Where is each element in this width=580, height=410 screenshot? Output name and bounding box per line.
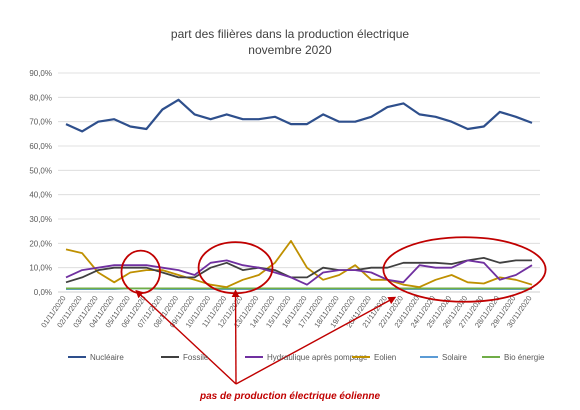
- y-tick-label: 10,0%: [29, 264, 52, 273]
- y-tick-label: 20,0%: [29, 239, 52, 248]
- y-tick-label: 30,0%: [29, 215, 52, 224]
- y-tick-label: 50,0%: [29, 166, 52, 175]
- y-tick-label: 40,0%: [29, 191, 52, 200]
- y-tick-label: 90,0%: [29, 69, 52, 78]
- legend-label-nucleaire: Nucléaire: [90, 353, 124, 362]
- legend-label-bio_energie: Bio énergie: [504, 353, 545, 362]
- y-tick-label: 70,0%: [29, 118, 52, 127]
- y-tick-label: 80,0%: [29, 93, 52, 102]
- chart-title-line-1: part des filières dans la production éle…: [171, 27, 409, 41]
- annotation-text: pas de production électrique éolienne: [199, 391, 380, 402]
- legend-label-solaire: Solaire: [442, 353, 467, 362]
- legend-label-eolien: Eolien: [374, 353, 396, 362]
- y-tick-label: 0,0%: [34, 288, 52, 297]
- legend-label-fossile: Fossile: [183, 353, 209, 362]
- y-tick-label: 60,0%: [29, 142, 52, 151]
- chart-title-line-2: novembre 2020: [248, 43, 332, 57]
